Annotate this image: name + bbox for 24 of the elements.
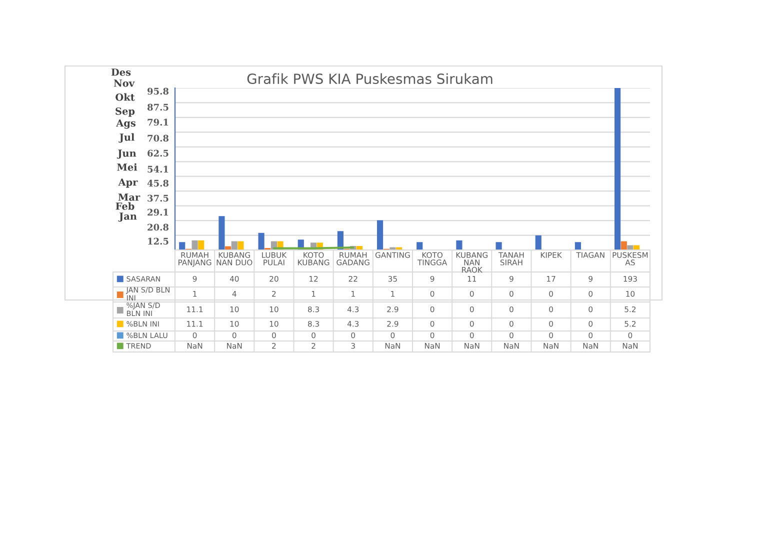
- text: Jul: [118, 133, 134, 143]
- chart-title: Grafik PWS KIA Puskesmas Sirukam: [247, 73, 492, 84]
- text: Sep: [116, 107, 135, 117]
- text: Apr: [118, 178, 138, 188]
- text: 54.1: [148, 166, 168, 173]
- text: 62.5: [148, 150, 168, 157]
- text: Feb: [116, 202, 134, 210]
- text: 95.8: [147, 88, 169, 95]
- text: 45.8: [147, 180, 169, 187]
- text: 87.5: [147, 104, 168, 111]
- text: 79.1: [148, 118, 168, 126]
- text: 70.8: [148, 134, 169, 142]
- text: Mei: [117, 163, 138, 171]
- text: Des: [111, 68, 131, 76]
- text: Jan: [118, 212, 137, 222]
- text: Nov: [114, 80, 135, 87]
- text: Ags: [116, 119, 136, 129]
- text: 20.8: [148, 224, 169, 231]
- text: Mar: [118, 194, 140, 201]
- text: Okt: [116, 93, 135, 101]
- text: 37.5: [148, 194, 168, 202]
- text: 29.1: [148, 208, 168, 216]
- text: Jun: [116, 150, 136, 159]
- text: 12.5: [148, 238, 168, 245]
